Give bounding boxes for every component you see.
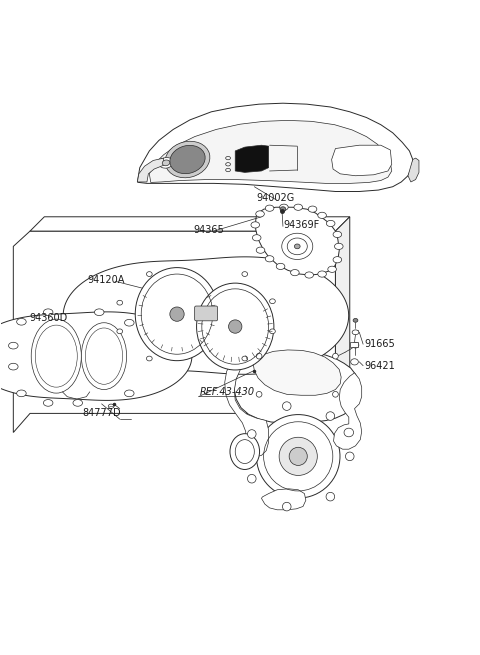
Polygon shape bbox=[137, 103, 413, 191]
Ellipse shape bbox=[289, 447, 307, 466]
Ellipse shape bbox=[287, 238, 307, 255]
Ellipse shape bbox=[294, 244, 300, 249]
Ellipse shape bbox=[326, 412, 335, 421]
Ellipse shape bbox=[351, 359, 359, 365]
Ellipse shape bbox=[280, 204, 288, 210]
Ellipse shape bbox=[346, 452, 354, 460]
Ellipse shape bbox=[170, 307, 184, 322]
Ellipse shape bbox=[318, 271, 326, 277]
Polygon shape bbox=[137, 158, 164, 182]
Ellipse shape bbox=[265, 205, 274, 212]
Ellipse shape bbox=[162, 160, 170, 166]
Ellipse shape bbox=[305, 272, 313, 278]
Polygon shape bbox=[149, 121, 392, 183]
Ellipse shape bbox=[165, 141, 210, 178]
Polygon shape bbox=[253, 350, 341, 395]
Ellipse shape bbox=[333, 353, 338, 359]
Ellipse shape bbox=[228, 320, 242, 333]
Ellipse shape bbox=[256, 211, 264, 217]
Polygon shape bbox=[30, 217, 350, 231]
Ellipse shape bbox=[265, 255, 274, 262]
Text: 84777D: 84777D bbox=[82, 409, 121, 419]
Ellipse shape bbox=[280, 207, 286, 212]
Ellipse shape bbox=[73, 400, 83, 406]
Polygon shape bbox=[63, 257, 348, 374]
Ellipse shape bbox=[146, 272, 152, 276]
Ellipse shape bbox=[333, 257, 342, 263]
Polygon shape bbox=[225, 355, 269, 457]
Ellipse shape bbox=[256, 247, 265, 253]
Text: 94369F: 94369F bbox=[283, 220, 319, 230]
Bar bbox=[350, 342, 359, 346]
Ellipse shape bbox=[124, 390, 134, 397]
Ellipse shape bbox=[326, 493, 335, 501]
Ellipse shape bbox=[81, 323, 127, 390]
Ellipse shape bbox=[335, 243, 343, 250]
Text: 94365: 94365 bbox=[193, 225, 224, 234]
Ellipse shape bbox=[95, 309, 104, 316]
Text: 94120A: 94120A bbox=[88, 275, 125, 285]
Ellipse shape bbox=[124, 320, 134, 326]
Ellipse shape bbox=[282, 502, 291, 511]
Polygon shape bbox=[13, 231, 336, 432]
Ellipse shape bbox=[230, 434, 260, 470]
Polygon shape bbox=[262, 489, 306, 510]
Ellipse shape bbox=[252, 234, 261, 241]
Ellipse shape bbox=[17, 390, 26, 397]
Ellipse shape bbox=[43, 400, 53, 406]
Ellipse shape bbox=[256, 353, 262, 359]
Ellipse shape bbox=[17, 318, 26, 325]
Text: 91665: 91665 bbox=[364, 339, 395, 349]
Ellipse shape bbox=[117, 300, 122, 305]
Ellipse shape bbox=[256, 392, 262, 397]
Ellipse shape bbox=[270, 329, 276, 333]
Ellipse shape bbox=[294, 204, 302, 210]
Ellipse shape bbox=[279, 438, 317, 476]
Ellipse shape bbox=[333, 392, 338, 397]
Polygon shape bbox=[332, 145, 392, 176]
Ellipse shape bbox=[242, 272, 248, 276]
Ellipse shape bbox=[197, 283, 274, 370]
Text: 94002G: 94002G bbox=[257, 193, 295, 202]
Ellipse shape bbox=[328, 266, 336, 272]
Ellipse shape bbox=[146, 356, 152, 361]
Ellipse shape bbox=[256, 415, 340, 498]
Ellipse shape bbox=[159, 158, 173, 168]
Polygon shape bbox=[256, 207, 339, 275]
Ellipse shape bbox=[43, 309, 53, 316]
Ellipse shape bbox=[31, 319, 81, 393]
Polygon shape bbox=[235, 145, 269, 172]
Ellipse shape bbox=[242, 356, 248, 361]
Ellipse shape bbox=[270, 299, 276, 304]
Ellipse shape bbox=[9, 364, 18, 370]
Ellipse shape bbox=[276, 263, 285, 269]
Polygon shape bbox=[0, 312, 192, 400]
Polygon shape bbox=[408, 158, 419, 182]
Ellipse shape bbox=[170, 145, 205, 174]
Ellipse shape bbox=[248, 430, 256, 438]
Ellipse shape bbox=[135, 268, 219, 361]
FancyBboxPatch shape bbox=[195, 306, 217, 321]
Ellipse shape bbox=[117, 329, 122, 333]
Ellipse shape bbox=[353, 318, 358, 322]
Ellipse shape bbox=[344, 428, 354, 437]
Ellipse shape bbox=[282, 233, 313, 259]
Ellipse shape bbox=[326, 220, 335, 227]
Ellipse shape bbox=[282, 402, 291, 411]
Ellipse shape bbox=[9, 343, 18, 349]
Ellipse shape bbox=[251, 222, 260, 228]
Text: 94360D: 94360D bbox=[29, 313, 67, 323]
Ellipse shape bbox=[248, 474, 256, 483]
Ellipse shape bbox=[352, 330, 359, 335]
Polygon shape bbox=[336, 217, 350, 413]
Ellipse shape bbox=[318, 212, 326, 219]
Text: 96421: 96421 bbox=[364, 361, 395, 371]
Ellipse shape bbox=[333, 231, 342, 238]
Polygon shape bbox=[234, 350, 360, 423]
Ellipse shape bbox=[308, 206, 317, 212]
Ellipse shape bbox=[290, 269, 299, 276]
Polygon shape bbox=[334, 373, 362, 449]
Text: REF.43-430: REF.43-430 bbox=[199, 387, 254, 397]
